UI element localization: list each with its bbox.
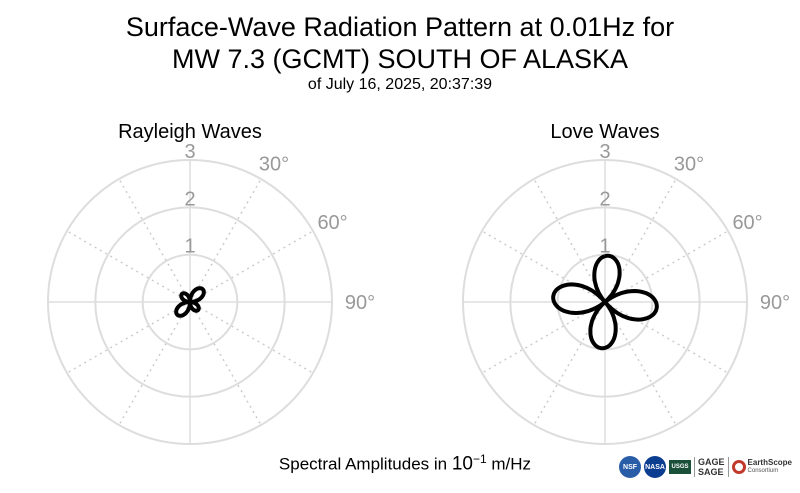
polar-spoke — [189, 301, 262, 426]
gage-sage-logo: GAGE SAGE — [694, 457, 729, 477]
radial-tick-label: 2 — [184, 188, 195, 210]
chart-title-line2: MW 7.3 (GCMT) SOUTH OF ALASKA — [171, 44, 629, 74]
radial-tick-label: 1 — [599, 236, 610, 258]
nsf-logo: NSF — [619, 456, 642, 478]
polar-spoke — [481, 230, 606, 303]
radial-tick-label: 3 — [184, 141, 195, 163]
polar-spoke — [189, 301, 314, 374]
polar-spoke — [66, 230, 191, 303]
caption-exponent: −1 — [472, 452, 487, 466]
polar-spoke — [118, 301, 191, 426]
caption-base: 10 — [451, 453, 473, 475]
polar-ring — [509, 206, 701, 398]
angle-tick-label: 30° — [674, 153, 704, 175]
polar-spoke — [189, 230, 314, 303]
usgs-logo: USGS — [669, 460, 692, 474]
earthscope-logo: EarthScope Consortium — [731, 458, 792, 476]
earthscope-mark-icon — [731, 460, 746, 474]
polar-ring — [141, 253, 239, 351]
angle-tick-label: 60° — [732, 212, 762, 234]
panel-title: Rayleigh Waves — [118, 121, 262, 143]
sponsor-logos: NSF NASA USGS GAGE SAGE EarthScope Conso… — [619, 453, 792, 481]
polar-spoke — [118, 178, 191, 303]
nasa-logo: NASA — [644, 456, 667, 478]
love-plot: 1 2 3 30° 60° 90° Love Waves — [462, 121, 790, 445]
panel-title: Love Waves — [550, 121, 659, 143]
polar-spoke — [66, 301, 191, 374]
radial-tick-label: 3 — [599, 141, 610, 163]
polar-ring — [94, 206, 286, 398]
gage-label: GAGE — [698, 457, 725, 467]
amplitude-units-caption: Spectral Amplitudes in 10−1 m/Hz — [0, 452, 800, 476]
angle-tick-label: 90° — [760, 292, 790, 314]
radiation-pattern-curve — [174, 286, 206, 318]
consortium-label: Consortium — [747, 468, 779, 474]
caption-unit: m/Hz — [486, 454, 532, 474]
angle-tick-label: 30° — [259, 153, 289, 175]
radial-tick-label: 2 — [599, 188, 610, 210]
angle-tick-label: 60° — [317, 212, 347, 234]
polar-spoke — [189, 178, 262, 303]
chart-title-line1: Surface-Wave Radiation Pattern at 0.01Hz… — [125, 12, 675, 42]
rayleigh-plot: 1 2 3 30° 60° 90° Rayleigh Waves — [47, 121, 375, 445]
sage-label: SAGE — [698, 467, 724, 477]
radial-tick-label: 1 — [184, 236, 195, 258]
angle-tick-label: 90° — [345, 292, 375, 314]
polar-ring — [47, 159, 333, 445]
caption-prefix: Spectral Amplitudes in — [278, 454, 452, 474]
polar-spoke — [604, 301, 729, 374]
radiation-pattern-curve — [551, 253, 659, 351]
chart-subtitle: of July 16, 2025, 20:37:39 — [307, 76, 493, 93]
earthscope-label: EarthScope — [747, 458, 792, 467]
polar-ring — [462, 159, 748, 445]
